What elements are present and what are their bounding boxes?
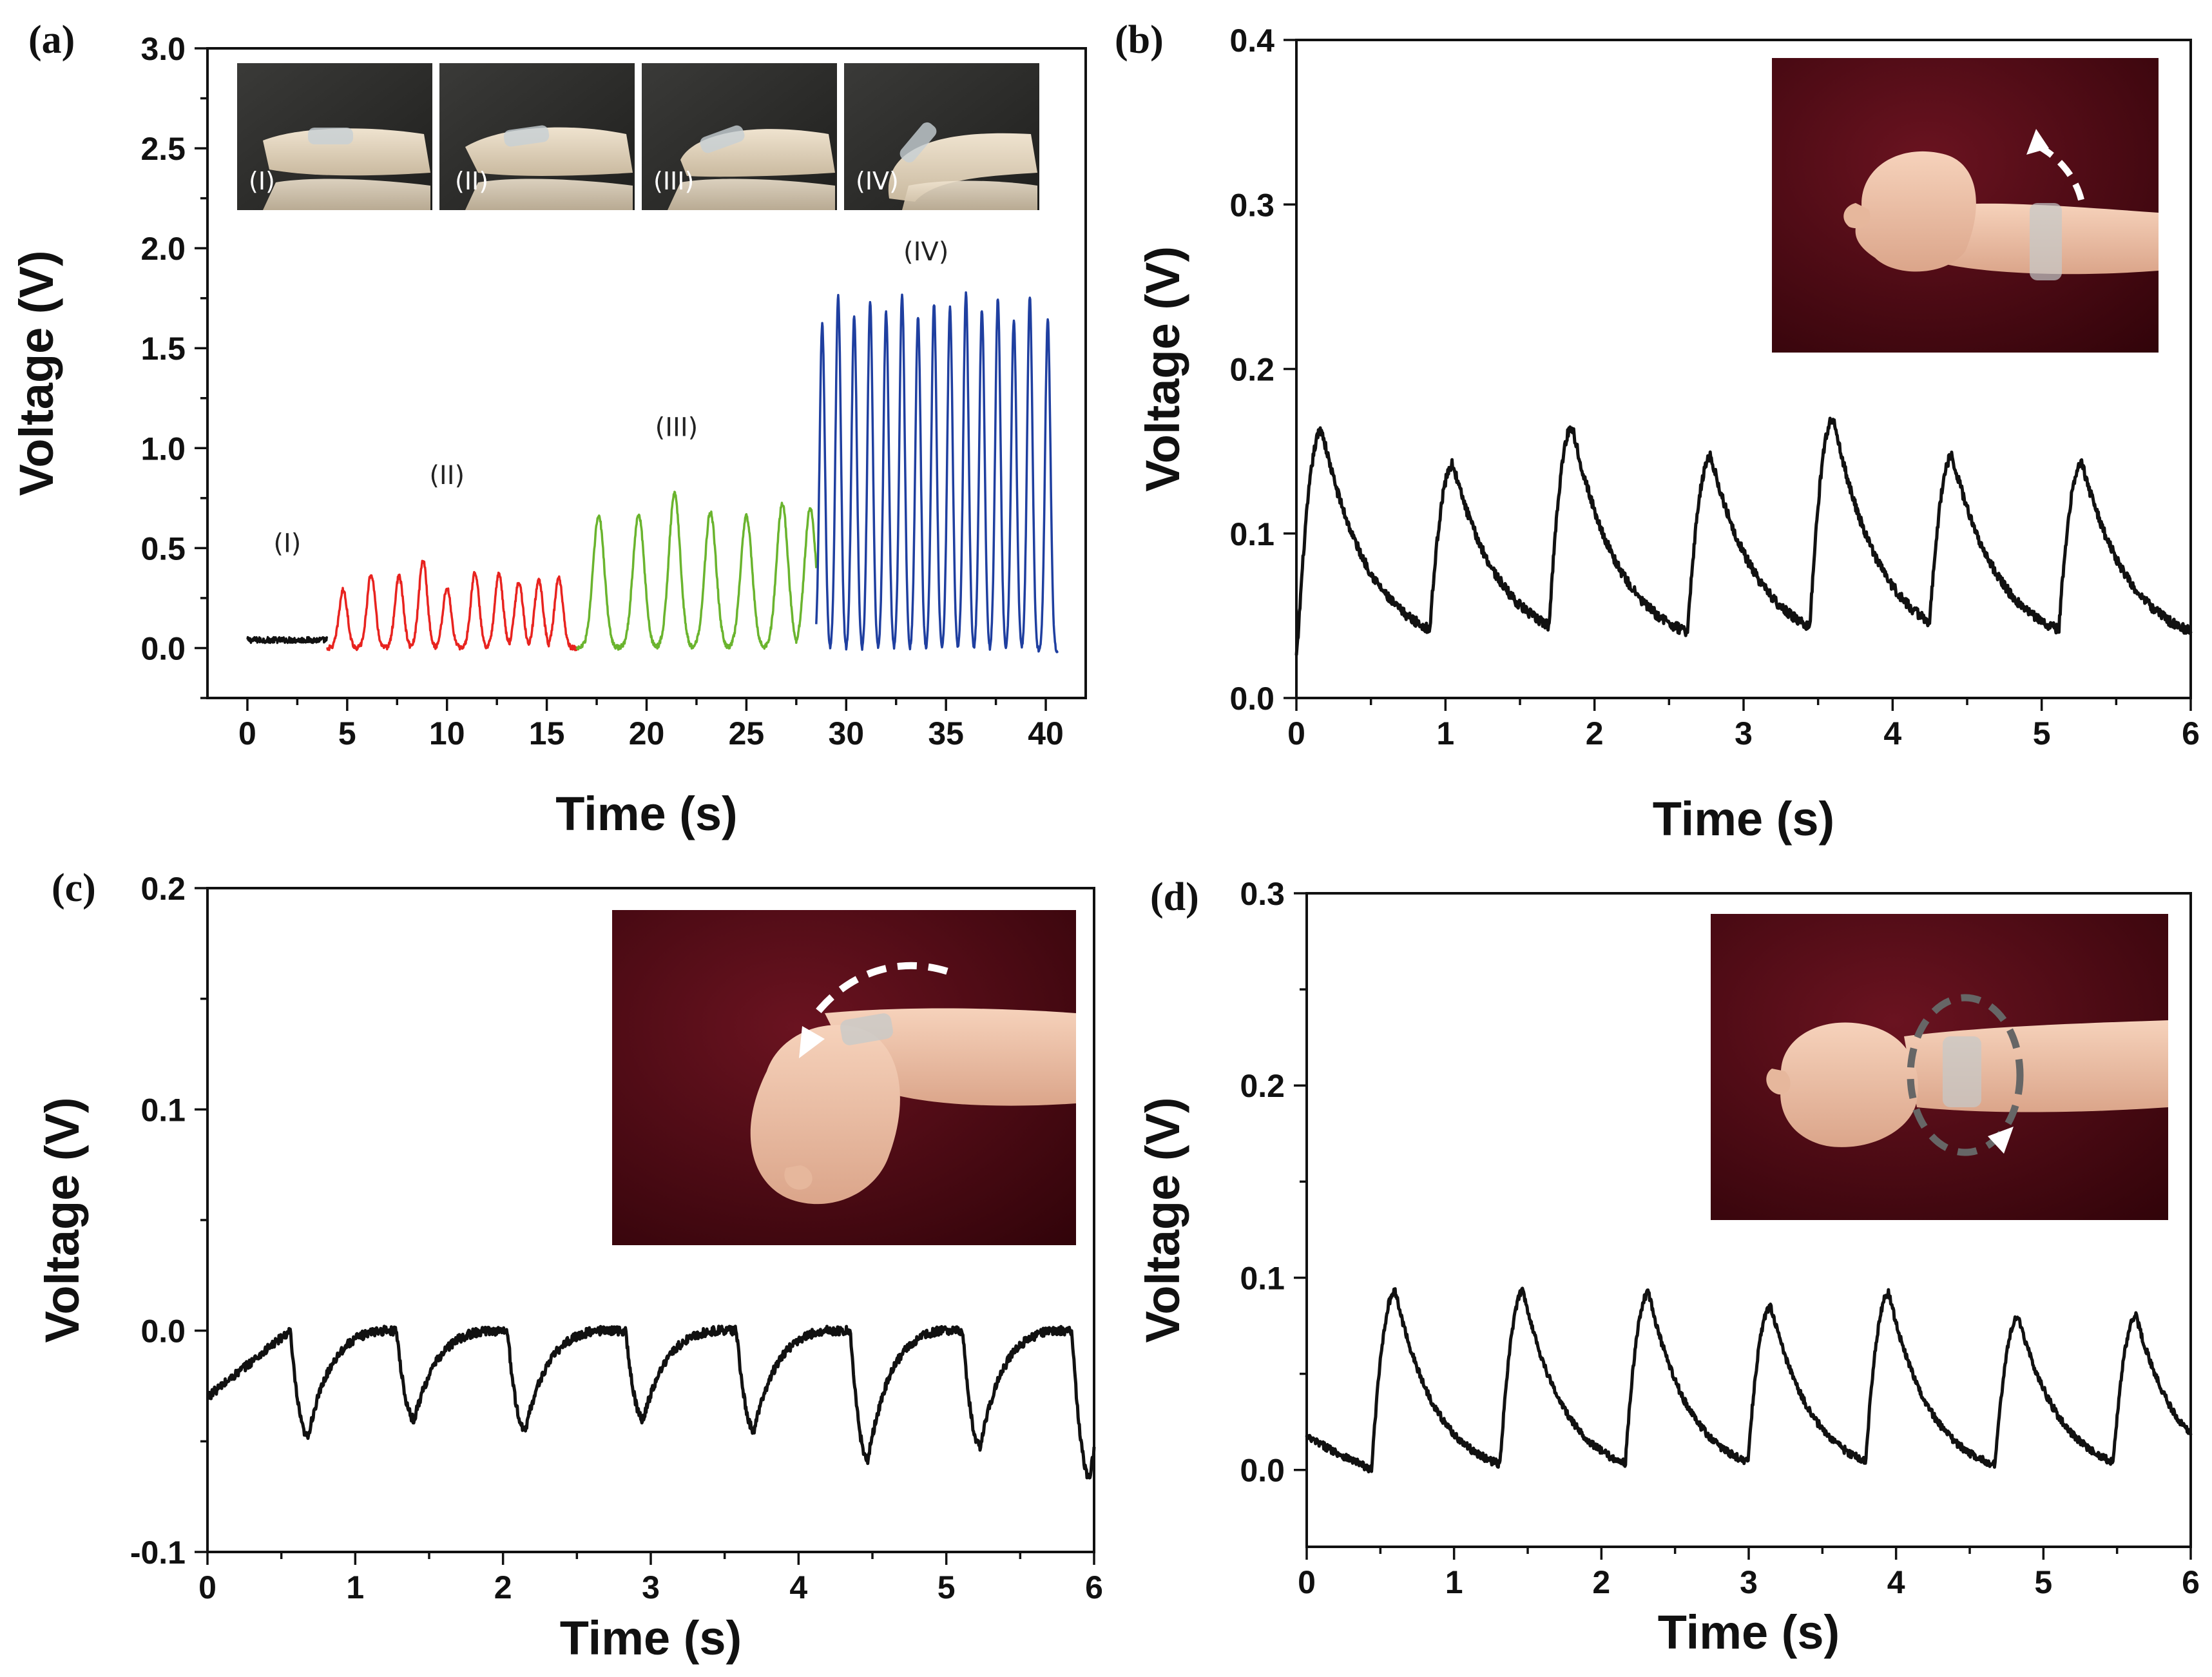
y-tick-label: 0.0 [1229,681,1274,717]
x-tick-label: 3 [642,1569,660,1605]
panel-a-axes: 0 5 10 15 20 25 30 35 40 0.0 0.5 1.0 1.5 2.0 2.5 3.0 Tim… [10,31,1087,840]
x-tick-label: 1 [1445,1564,1463,1600]
y-tick-label: 0.3 [1229,187,1274,223]
x-axis-title: Time (s) [1653,792,1834,846]
series-line-wrist-flexion [206,1324,1096,1480]
y-tick-label: 1.5 [140,331,186,367]
x-axis-title: Time (s) [560,1611,742,1665]
y-tick-label: 0.5 [140,530,186,567]
segment-annotation: (IV) [903,237,948,267]
y-tick-label: 1.0 [140,431,186,467]
x-tick-label: 5 [938,1569,956,1605]
panel-d-axes: 0 1 2 3 4 5 6 0.0 0.1 0.2 0.3 Time (s) Voltage (V) [1136,876,2200,1659]
x-tick-label: 1 [346,1569,364,1605]
panel-c: (c) 0 1 2 3 4 5 6 -0.1 0.0 0.1 0.2 Time (s) Voltage … [35,866,1103,1665]
segment-annotation: (II) [429,461,465,490]
y-tick-label: 0.2 [1229,352,1274,388]
y-tick-label: 0.1 [1240,1260,1285,1296]
y-tick-label: 2.5 [140,131,186,167]
x-tick-label: 2 [1586,715,1604,751]
inset-label-iv: (IV) [856,167,899,195]
y-tick-label: -0.1 [130,1535,186,1571]
y-tick-label: 0.2 [1240,1068,1285,1104]
wrist-rotation-photo [1711,914,2168,1220]
x-tick-label: 4 [789,1569,807,1605]
y-axis-title: Voltage (V) [1136,1098,1189,1343]
y-axis-title: Voltage (V) [10,251,63,496]
series-line-ii [326,559,578,652]
y-tick-label: 3.0 [140,31,186,67]
x-axis-title: Time (s) [1658,1605,1840,1659]
x-tick-label: 5 [338,715,356,751]
x-tick-label: 4 [1887,1564,1905,1600]
panel-b: (b) 0 1 2 3 4 5 6 0.0 0.1 0.2 0.3 0.4 Time (s) Voltag… [1115,18,2200,846]
x-tick-label: 0 [198,1569,216,1605]
y-tick-label: 0.4 [1229,23,1274,59]
panel-c-label: (c) [52,866,96,910]
x-tick-label: 10 [429,715,465,751]
x-tick-label: 0 [238,715,256,751]
x-tick-label: 6 [2182,715,2200,751]
y-axis-title: Voltage (V) [35,1098,89,1343]
series-line-iii [575,490,818,651]
series-line-i [246,635,329,645]
y-tick-label: 0.0 [140,1313,186,1350]
segment-annotation: (I) [273,529,301,559]
x-tick-label: 2 [1592,1564,1610,1600]
inset-label-ii: (II) [455,167,488,195]
y-tick-label: 0.3 [1240,876,1285,912]
y-tick-label: 0.1 [1229,516,1274,552]
x-tick-label: 15 [529,715,565,751]
finger-bend-photo-iii: (III) [642,63,837,210]
finger-bend-photo-ii: (II) [439,63,635,210]
wrist-extension-photo [1772,58,2159,353]
x-tick-label: 6 [1085,1569,1103,1605]
x-tick-label: 5 [2034,1564,2052,1600]
panel-a-label: (a) [28,18,75,62]
segment-annotation: (III) [655,413,698,443]
y-tick-label: 0.0 [1240,1453,1285,1489]
inset-label-i: (I) [249,167,275,195]
x-tick-label: 3 [1735,715,1753,751]
series-line-wrist-extension [1294,416,2193,655]
x-tick-label: 30 [828,715,864,751]
panel-b-axes: 0 1 2 3 4 5 6 0.0 0.1 0.2 0.3 0.4 Time (s) Voltage (V… [1136,23,2200,846]
panel-d: (d) 0 1 2 3 4 5 6 0.0 0.1 0.2 0.3 Time (s) Voltage (… [1136,875,2200,1659]
x-tick-label: 1 [1436,715,1454,751]
y-tick-label: 0.1 [140,1092,186,1128]
panel-c-axes: 0 1 2 3 4 5 6 -0.1 0.0 0.1 0.2 Time (s) Voltage (V) [35,871,1103,1665]
series-line-iv [815,291,1059,654]
finger-bend-photo-i: (I) [237,63,432,210]
x-tick-label: 35 [928,715,964,751]
inset-label-iii: (III) [653,167,694,195]
series-line-wrist-rotation [1305,1286,2193,1474]
finger-bend-photo-iv: (IV) [844,63,1039,210]
panel-a-insets: (I) (II) (III) (IV) [237,63,1039,210]
x-axis-title: Time (s) [555,787,737,840]
panel-a: (a) 0 5 10 15 20 25 30 35 40 0.0 0.5 1.0 1.5 2.0 2.5 3.… [10,18,1087,840]
x-tick-label: 25 [729,715,765,751]
x-tick-label: 0 [1287,715,1305,751]
y-axis-title: Voltage (V) [1136,246,1189,492]
y-tick-label: 0.2 [140,871,186,907]
panel-d-label: (d) [1150,875,1199,919]
x-tick-label: 6 [2182,1564,2200,1600]
panel-b-label: (b) [1115,18,1164,62]
x-tick-label: 3 [1740,1564,1758,1600]
x-tick-label: 0 [1298,1564,1316,1600]
x-tick-label: 40 [1028,715,1064,751]
x-tick-label: 4 [1883,715,1901,751]
y-tick-label: 2.0 [140,231,186,267]
x-tick-label: 20 [629,715,665,751]
wrist-flexion-photo [612,910,1076,1245]
x-tick-label: 2 [494,1569,512,1605]
y-tick-label: 0.0 [140,630,186,666]
x-tick-label: 5 [2033,715,2051,751]
